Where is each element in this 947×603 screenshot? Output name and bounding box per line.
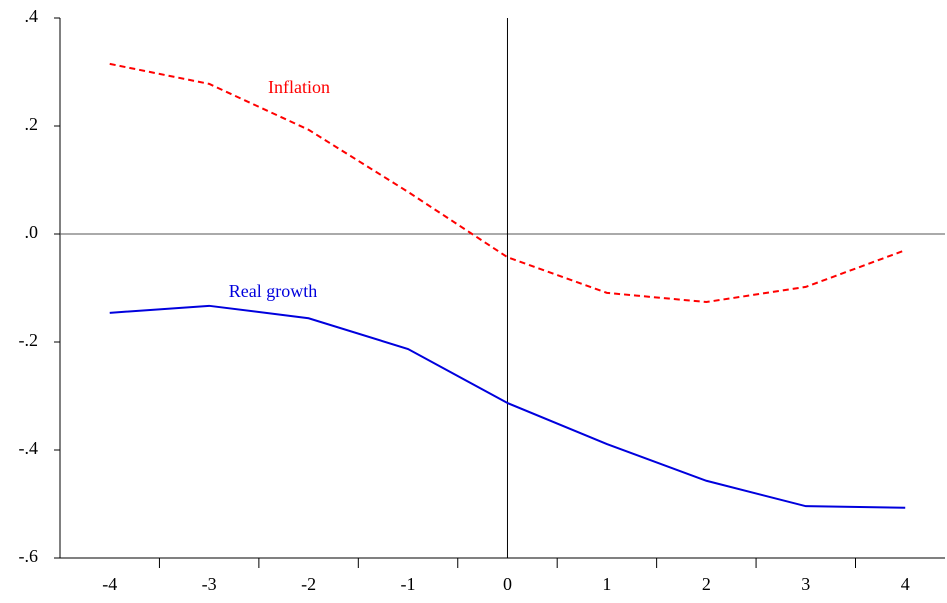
series-label: Real growth (229, 281, 317, 301)
x-tick-label: 3 (801, 574, 810, 594)
x-tick-label: 4 (901, 574, 910, 594)
y-tick-label: -.4 (19, 438, 39, 458)
x-tick-label: 1 (602, 574, 611, 594)
y-tick-label: .0 (25, 222, 39, 242)
x-tick-label: -4 (102, 574, 117, 594)
y-tick-label: .4 (25, 6, 39, 26)
y-tick-label: .2 (25, 114, 39, 134)
x-tick-label: 2 (702, 574, 711, 594)
series-label: Inflation (268, 77, 330, 97)
x-tick-label: -1 (401, 574, 416, 594)
y-tick-label: -.6 (19, 546, 39, 566)
x-tick-label: -2 (301, 574, 316, 594)
series-line (109, 304, 906, 509)
y-tick-label: -.2 (19, 330, 39, 350)
x-tick-label: 0 (503, 574, 512, 594)
x-tick-label: -3 (202, 574, 217, 594)
